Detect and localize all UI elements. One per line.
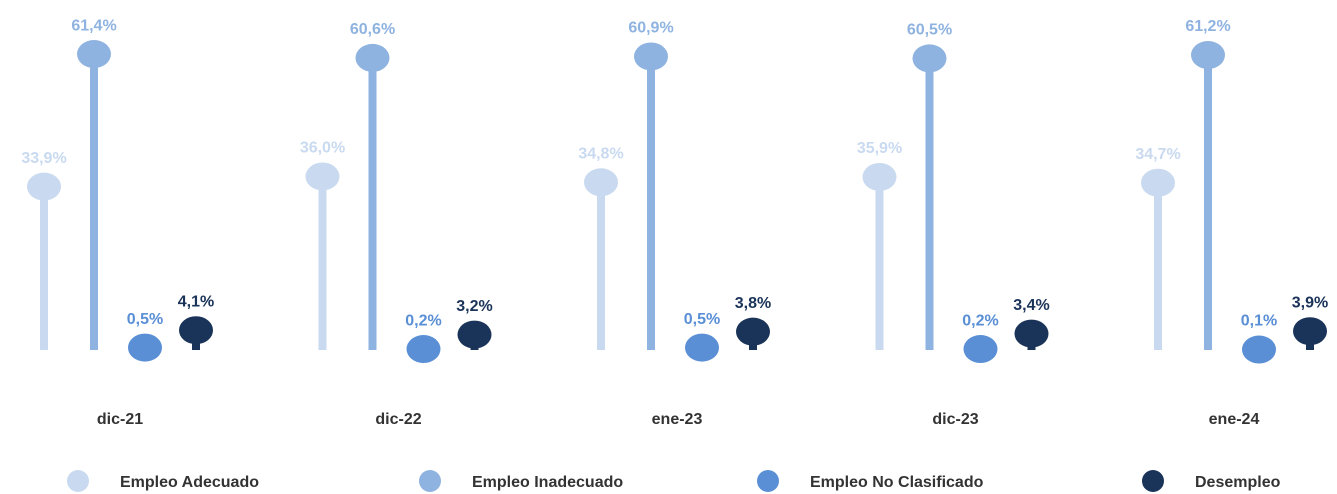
lollipop-head xyxy=(355,43,390,72)
lollipop-head xyxy=(406,335,441,364)
lollipop-stem xyxy=(925,58,934,350)
lollipop-head xyxy=(1014,319,1049,348)
lollipop-head xyxy=(128,333,162,362)
data-label: 0,5% xyxy=(127,311,163,328)
data-label: 3,2% xyxy=(456,298,492,315)
lollipop-head xyxy=(77,40,111,69)
legend-label: Desempleo xyxy=(1195,474,1281,491)
data-label: 33,9% xyxy=(21,150,66,167)
legend-marker xyxy=(1142,470,1164,492)
legend-marker xyxy=(419,470,441,492)
lollipop-stem xyxy=(90,54,98,350)
lollipop-head xyxy=(1191,41,1225,70)
lollipop-stem xyxy=(1204,55,1212,351)
lollipop-head xyxy=(457,320,492,349)
lollipop-stem xyxy=(875,176,884,350)
x-tick-label: dic-22 xyxy=(375,411,421,428)
data-label: 34,7% xyxy=(1135,146,1180,163)
lollipop-head xyxy=(912,44,947,73)
x-tick-label: ene-23 xyxy=(652,411,703,428)
lollipop-head xyxy=(685,333,719,362)
legend-marker xyxy=(67,470,89,492)
lollipop-stem xyxy=(1154,182,1162,350)
lollipop-head xyxy=(1141,168,1175,197)
lollipop-stem xyxy=(40,186,48,350)
legend-label: Empleo No Clasificado xyxy=(810,474,984,491)
data-label: 3,8% xyxy=(735,295,771,312)
data-label: 0,2% xyxy=(405,312,441,329)
lollipop-head xyxy=(27,172,61,201)
lollipop-head xyxy=(963,335,998,364)
data-label: 3,4% xyxy=(1013,297,1049,314)
data-label: 4,1% xyxy=(178,293,214,310)
lollipop-stem xyxy=(318,176,327,350)
data-label: 35,9% xyxy=(857,140,902,157)
lollipop-stem xyxy=(368,57,377,351)
x-tick-label: dic-21 xyxy=(97,411,143,428)
data-label: 60,9% xyxy=(628,20,673,37)
lollipop-head xyxy=(179,316,213,345)
lollipop-head xyxy=(1293,317,1327,346)
data-label: 0,2% xyxy=(962,312,998,329)
lollipop-head xyxy=(305,162,340,191)
lollipop-stem xyxy=(647,56,655,350)
data-label: 60,6% xyxy=(350,21,395,38)
legend-label: Empleo Inadecuado xyxy=(472,474,623,491)
legend-label: Empleo Adecuado xyxy=(120,474,259,491)
lollipop-head xyxy=(736,317,770,346)
x-tick-label: dic-23 xyxy=(932,411,978,428)
data-label: 61,2% xyxy=(1185,18,1230,35)
data-label: 3,9% xyxy=(1292,294,1328,311)
lollipop-stem xyxy=(597,182,605,350)
lollipop-head xyxy=(584,168,618,197)
lollipop-head xyxy=(1242,335,1276,364)
legend-marker xyxy=(757,470,779,492)
x-tick-label: ene-24 xyxy=(1209,411,1260,428)
lollipop-head xyxy=(634,42,668,71)
data-label: 0,5% xyxy=(684,311,720,328)
data-label: 60,5% xyxy=(907,22,952,39)
lollipop-head xyxy=(862,162,897,191)
data-label: 34,8% xyxy=(578,145,623,162)
data-label: 36,0% xyxy=(300,140,345,157)
data-label: 0,1% xyxy=(1241,313,1277,330)
data-label: 61,4% xyxy=(71,17,116,34)
